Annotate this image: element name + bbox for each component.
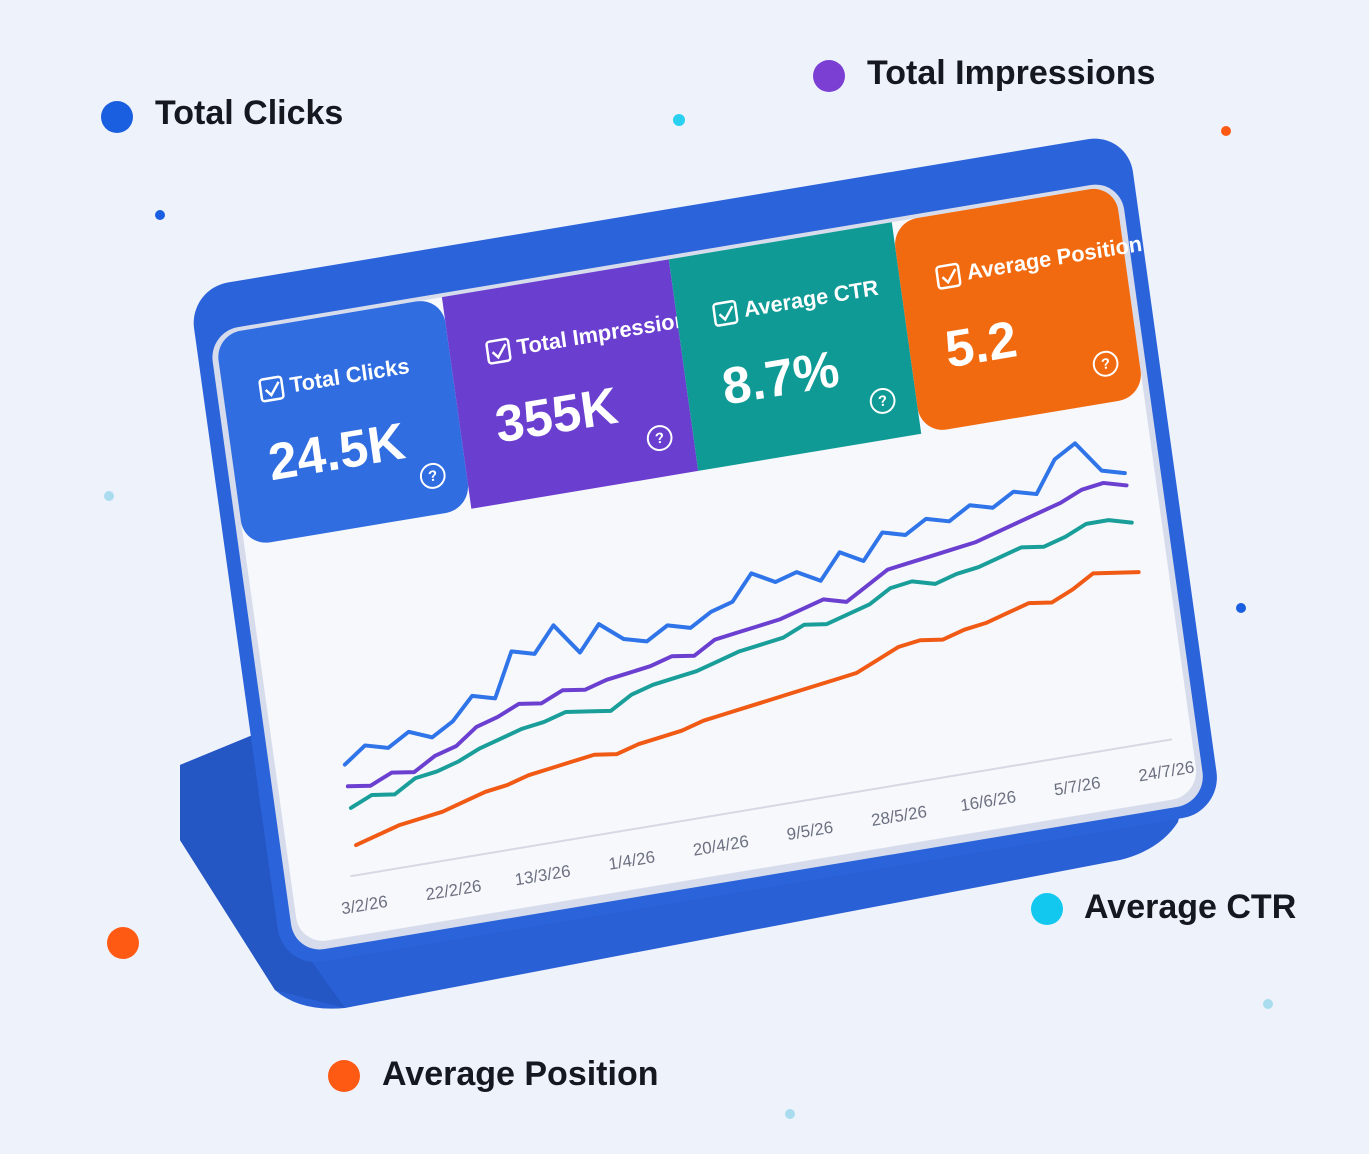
checkbox xyxy=(935,262,962,290)
card-bg xyxy=(668,222,922,471)
series-line xyxy=(342,441,1127,767)
check-mark xyxy=(491,343,507,360)
series-line xyxy=(354,570,1141,848)
floating-label: Average CTR xyxy=(1084,888,1296,926)
label-dot xyxy=(101,101,133,133)
help-glyph: ? xyxy=(654,430,665,447)
label-dot xyxy=(813,60,845,92)
help-glyph: ? xyxy=(427,468,438,485)
help-icon xyxy=(869,387,896,414)
floating-label: Total Impressions xyxy=(867,54,1155,92)
label-dot xyxy=(328,1060,360,1092)
floating-label: Total Clicks xyxy=(155,94,343,132)
card-bg xyxy=(895,188,1141,430)
check-mark xyxy=(264,381,280,398)
card-bg xyxy=(218,301,469,543)
card-bg xyxy=(441,259,699,509)
label-dot xyxy=(1031,893,1063,925)
x-axis-line xyxy=(350,738,1173,878)
help-icon xyxy=(646,425,673,452)
help-icon xyxy=(1092,350,1119,377)
checkbox xyxy=(485,337,512,365)
checkbox xyxy=(712,299,739,327)
card-value: 5.2 xyxy=(942,309,1021,378)
decor-dots xyxy=(104,114,1273,1119)
series-line xyxy=(345,480,1129,789)
help-icon xyxy=(419,462,446,489)
stand-side xyxy=(180,730,345,1008)
help-glyph: ? xyxy=(1100,356,1111,373)
series-line xyxy=(348,518,1134,810)
check-mark xyxy=(718,305,734,322)
checkbox xyxy=(258,375,285,403)
floating-label: Average Position xyxy=(382,1055,658,1093)
check-mark xyxy=(941,268,957,285)
help-glyph: ? xyxy=(877,393,888,410)
